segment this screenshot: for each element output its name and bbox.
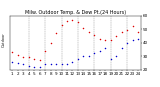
Point	[49, 64, 52, 65]
Point	[77, 22, 79, 23]
Point	[99, 50, 101, 51]
Point	[44, 64, 46, 65]
Point	[109, 39, 112, 41]
Point	[131, 39, 134, 41]
Point	[137, 31, 139, 33]
Point	[33, 66, 36, 68]
Point	[44, 50, 46, 51]
Point	[126, 30, 128, 31]
Point	[60, 64, 63, 65]
Point	[16, 62, 19, 64]
Point	[109, 58, 112, 60]
Point	[88, 31, 90, 33]
Point	[77, 58, 79, 60]
Point	[22, 57, 24, 58]
Point	[60, 24, 63, 26]
Point	[126, 42, 128, 43]
Point	[88, 55, 90, 57]
Point	[38, 60, 41, 61]
Point	[55, 33, 57, 34]
Point	[55, 64, 57, 65]
Point	[16, 54, 19, 56]
Point	[11, 51, 14, 53]
Text: Outdoor: Outdoor	[2, 32, 6, 47]
Point	[11, 61, 14, 62]
Point	[66, 20, 68, 22]
Point	[99, 38, 101, 39]
Point	[38, 66, 41, 68]
Point	[82, 27, 85, 29]
Point	[28, 65, 30, 66]
Point	[104, 39, 107, 41]
Point	[22, 64, 24, 65]
Point	[115, 55, 117, 57]
Point	[33, 58, 36, 60]
Point	[131, 26, 134, 27]
Point	[28, 57, 30, 58]
Point	[120, 31, 123, 33]
Point	[71, 61, 74, 62]
Point	[49, 42, 52, 43]
Point	[120, 47, 123, 49]
Title: Milw. Outdoor Temp. & Dew Pt.(24 Hours): Milw. Outdoor Temp. & Dew Pt.(24 Hours)	[25, 10, 126, 15]
Point	[66, 64, 68, 65]
Point	[71, 19, 74, 20]
Point	[82, 55, 85, 57]
Point	[93, 53, 96, 54]
Point	[93, 34, 96, 35]
Point	[115, 35, 117, 37]
Point	[104, 47, 107, 49]
Point	[137, 38, 139, 39]
